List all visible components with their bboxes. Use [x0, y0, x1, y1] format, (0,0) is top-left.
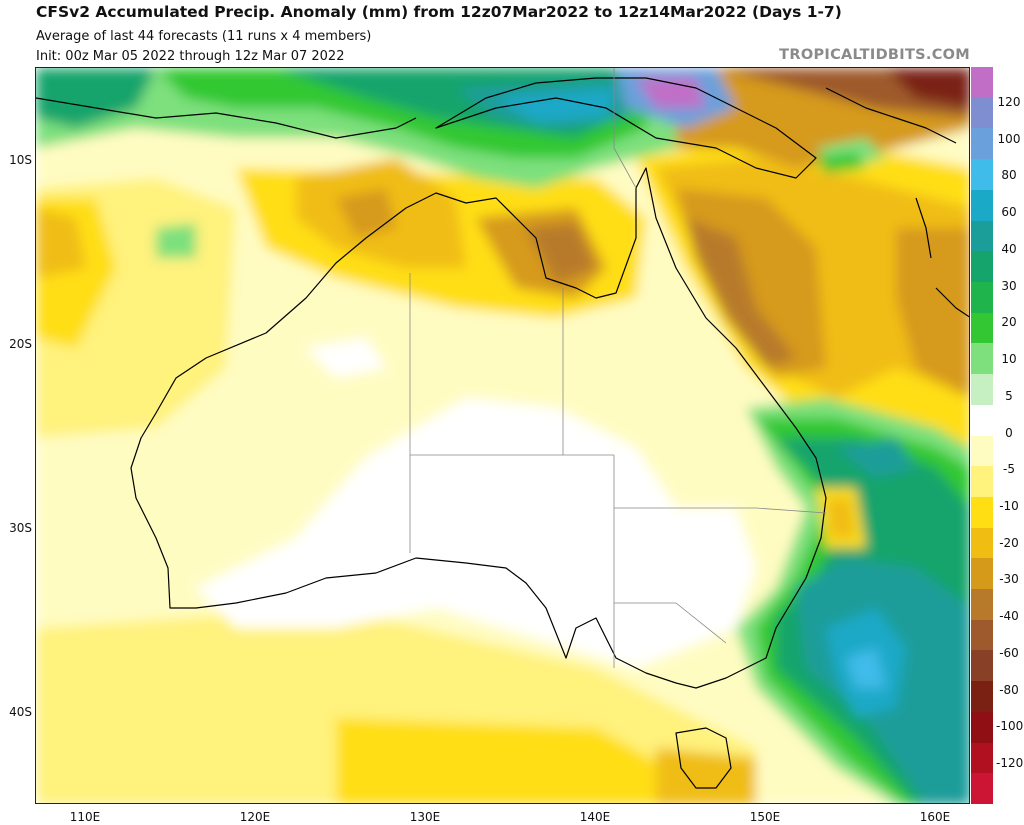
colorbar-segment [971, 159, 993, 191]
colorbar-label: -100 [996, 719, 1024, 734]
colorbar-label: -60 [999, 645, 1019, 660]
state-borders [409, 68, 827, 668]
colorbar-segment [971, 773, 993, 805]
colorbar-label: -40 [999, 609, 1019, 624]
colorbar-segment [971, 650, 993, 682]
new-caledonia-coastline [935, 287, 969, 318]
colorbar-segment [971, 281, 993, 314]
colorbar-segment [971, 558, 993, 590]
colorbar-segment [971, 742, 993, 774]
colorbar-segment [971, 681, 993, 713]
colorbar-segment [971, 435, 993, 467]
chart-title: CFSv2 Accumulated Precip. Anomaly (mm) f… [36, 3, 842, 21]
colorbar-segment [971, 220, 993, 252]
colorbar-label: 40 [1001, 241, 1017, 256]
indonesia-coastline [36, 97, 417, 139]
chart-subtitle: Average of last 44 forecasts (11 runs x … [36, 29, 372, 44]
colorbar-label: -120 [996, 756, 1024, 770]
colorbar-segment [971, 589, 993, 621]
colorbar [971, 67, 993, 805]
lat-label-40s: 40S [9, 705, 32, 719]
lon-label-130e: 130E [409, 810, 441, 824]
vanuatu-coastline [915, 197, 932, 259]
colorbar-label: 60 [1001, 205, 1017, 220]
colorbar-segment [971, 251, 993, 283]
lon-label-110e: 110E [69, 810, 101, 824]
lon-label-150e: 150E [749, 810, 781, 824]
colorbar-segment [971, 619, 993, 651]
colorbar-label: -10 [999, 498, 1019, 513]
colorbar-segment [971, 466, 993, 498]
colorbar-label: 30 [1001, 278, 1017, 293]
new-guinea-coastline [435, 77, 817, 179]
lon-label-140e: 140E [579, 810, 611, 824]
colorbar-segment [971, 67, 993, 99]
precip-anomaly-map [35, 67, 970, 804]
tasmania-coastline [675, 727, 732, 789]
colorbar-label: 100 [997, 131, 1021, 146]
lat-label-10s: 10S [9, 153, 32, 167]
colorbar-label: -20 [999, 535, 1019, 550]
coastlines [36, 77, 969, 789]
colorbar-segment [971, 343, 993, 375]
colorbar-label: 80 [1001, 168, 1017, 183]
colorbar-segment [971, 496, 993, 529]
lon-label-120e: 120E [239, 810, 271, 824]
lat-label-30s: 30S [9, 521, 32, 535]
colorbar-segment [971, 527, 993, 559]
colorbar-label: 0 [1005, 425, 1013, 440]
colorbar-label: -5 [1003, 462, 1015, 477]
colorbar-segment [971, 189, 993, 222]
colorbar-segment [971, 312, 993, 344]
lon-label-160e: 160E [919, 810, 951, 824]
colorbar-label: 120 [997, 95, 1021, 109]
anomaly-field [36, 68, 969, 803]
solomon-islands-coastline [825, 87, 957, 144]
lat-label-20s: 20S [9, 337, 32, 351]
watermark: TROPICALTIDBITS.COM [779, 47, 970, 63]
colorbar-segment [971, 711, 993, 744]
colorbar-label: 5 [1005, 388, 1013, 403]
colorbar-label: -30 [999, 572, 1019, 587]
australia-coastline [130, 167, 827, 689]
init-time-label: Init: 00z Mar 05 2022 through 12z Mar 07… [36, 49, 345, 64]
colorbar-segment [971, 128, 993, 160]
colorbar-label: -80 [999, 682, 1019, 697]
colorbar-segment [971, 404, 993, 436]
colorbar-label: 10 [1001, 352, 1017, 367]
colorbar-segment [971, 374, 993, 406]
colorbar-segment [971, 97, 993, 129]
colorbar-label: 20 [1001, 315, 1017, 330]
